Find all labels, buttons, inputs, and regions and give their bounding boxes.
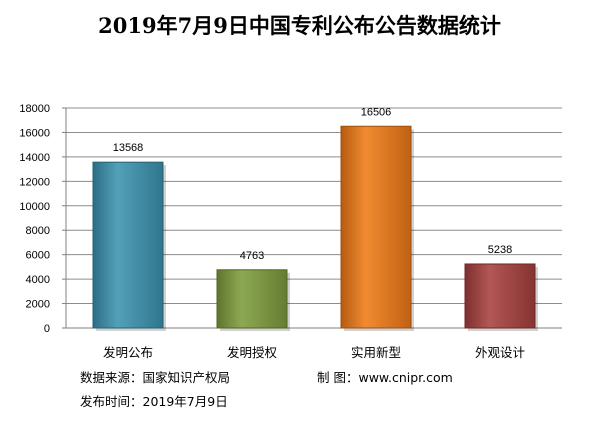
data-label: 5238 [488, 244, 512, 256]
y-tick-label: 4000 [26, 274, 50, 286]
bar-4 [465, 264, 535, 328]
category-label: 发明公布 [103, 345, 153, 360]
chart-maker-text: 制 图：www.cnipr.com [317, 367, 453, 386]
bar-1 [93, 162, 163, 328]
y-tick-label: 10000 [19, 201, 50, 213]
category-label: 发明授权 [227, 345, 278, 360]
y-tick-label: 8000 [26, 225, 50, 237]
y-tick-label: 16000 [19, 127, 50, 139]
category-label: 外观设计 [475, 345, 525, 360]
y-tick-label: 14000 [19, 152, 50, 164]
y-tick-labels: 0 2000 4000 6000 8000 10000 12000 14000 16000 180… [19, 103, 50, 335]
data-label: 4763 [240, 250, 264, 262]
y-tick-label: 6000 [26, 250, 50, 262]
bar-3 [341, 126, 411, 328]
data-label: 16506 [361, 106, 392, 118]
data-source-text: 数据来源：国家知识产权局 [80, 367, 230, 386]
y-tick-label: 0 [44, 323, 50, 335]
data-label: 13568 [113, 142, 144, 154]
y-tick-label: 12000 [19, 176, 50, 188]
category-labels: 发明公布 发明授权 实用新型 外观设计 [103, 345, 525, 360]
publish-date-text: 发布时间：2019年7月9日 [80, 391, 228, 410]
category-label: 实用新型 [351, 345, 401, 360]
bar-2 [217, 270, 287, 328]
y-tick-label: 18000 [19, 103, 50, 115]
data-labels: 13568 4763 16506 5238 [113, 106, 513, 262]
y-tick-label: 2000 [26, 299, 50, 311]
